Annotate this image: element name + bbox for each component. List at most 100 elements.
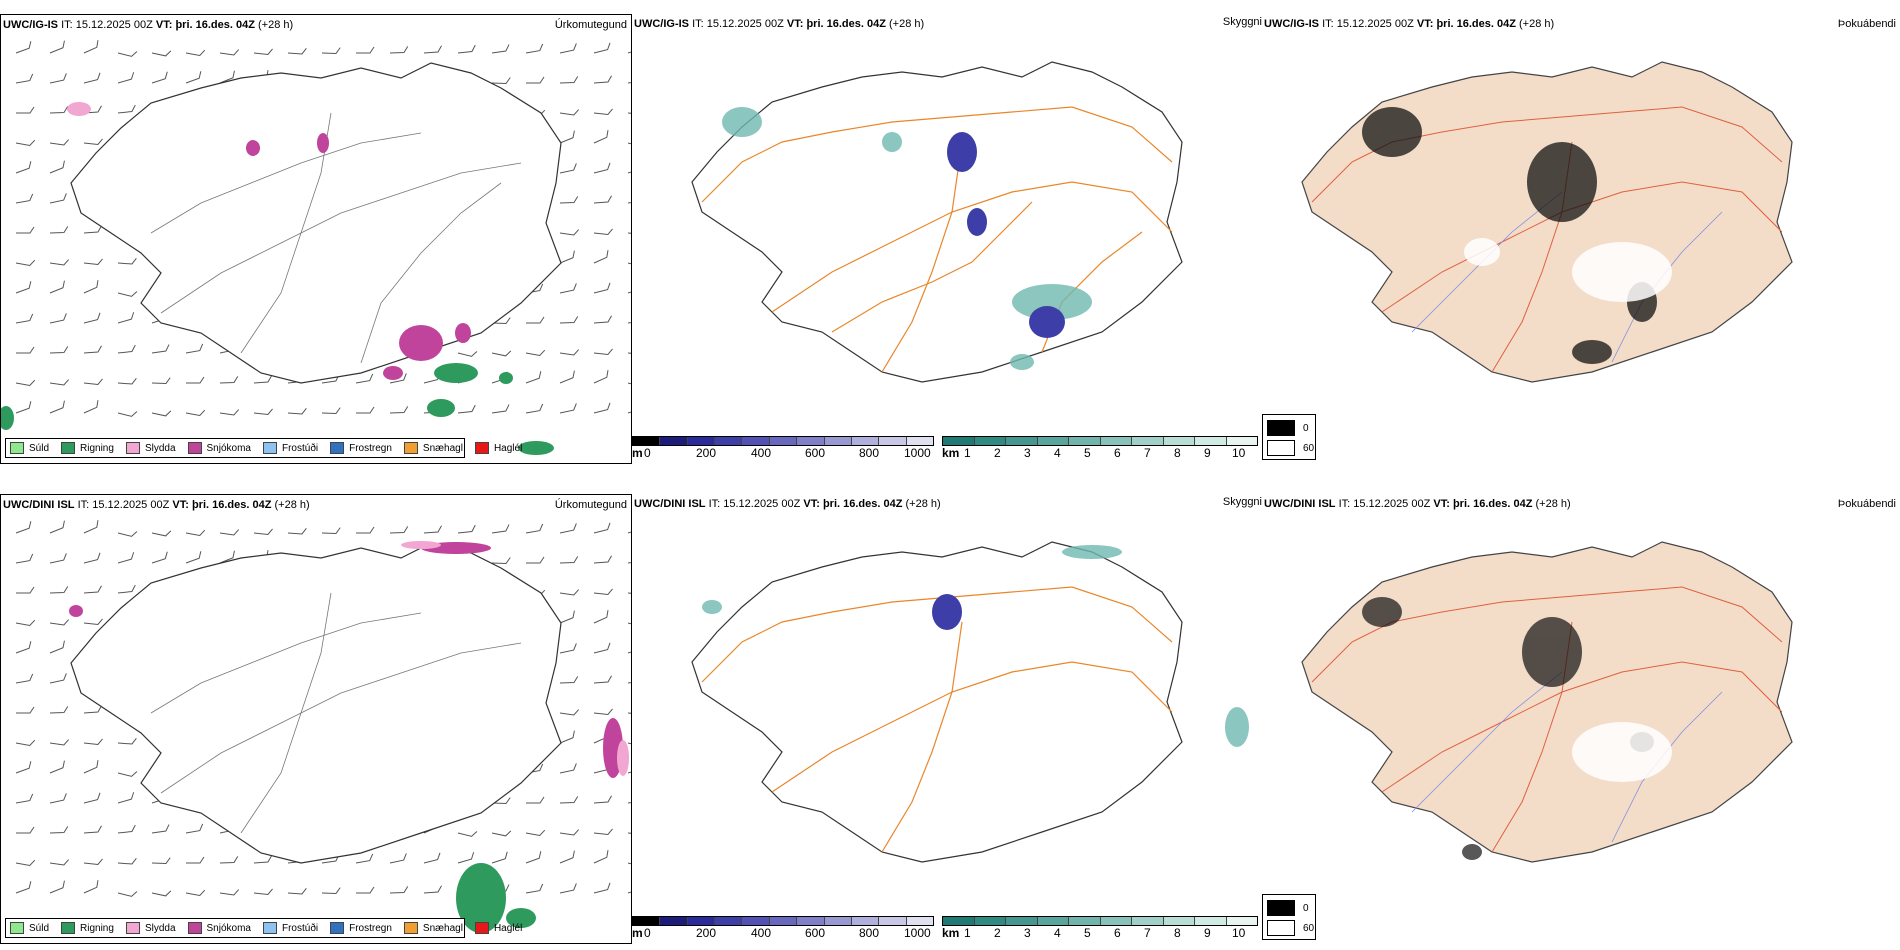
wind-barb xyxy=(49,826,69,834)
wind-barb xyxy=(356,406,375,414)
wind-barb xyxy=(49,706,69,714)
wind-barb xyxy=(16,106,35,114)
wind-barb xyxy=(593,882,611,894)
wind-barb xyxy=(593,108,613,115)
legend-item: Haglél xyxy=(474,922,522,934)
wind-barb xyxy=(117,72,135,84)
wind-barb xyxy=(457,524,476,534)
wind-barb xyxy=(49,73,67,84)
wind-barb xyxy=(559,163,577,174)
wind-barb xyxy=(627,107,631,115)
low-cloud-areas xyxy=(947,132,1065,338)
wind-barb xyxy=(117,792,135,804)
wind-barb xyxy=(117,857,137,865)
wind-barb xyxy=(151,530,172,537)
wind-barb xyxy=(219,856,239,864)
wind-barb xyxy=(627,227,631,235)
wind-barb xyxy=(83,705,102,714)
variable-name: Úrkomutegund xyxy=(554,19,627,31)
visibility-colorbar: km 1 2 3 4 5 6 7 8 9 10 xyxy=(942,436,1258,462)
wind-barb xyxy=(219,49,240,56)
wind-barb xyxy=(83,760,99,774)
low-visibility-areas xyxy=(702,545,1249,747)
wind-barb xyxy=(491,524,510,534)
wind-barb xyxy=(593,795,612,804)
wind-barb xyxy=(15,193,34,204)
sleet-areas xyxy=(401,541,629,776)
rain-areas xyxy=(456,863,536,933)
iceland-outline xyxy=(691,541,1183,863)
tick-label: 600 xyxy=(805,446,826,460)
wind-barb xyxy=(49,400,65,414)
wind-barb xyxy=(389,526,409,534)
wind-barb xyxy=(83,345,102,354)
wind-barb xyxy=(526,76,545,84)
legend-item: Frostregn xyxy=(330,442,392,454)
legend-item: 60 xyxy=(1267,440,1314,456)
wind-barb xyxy=(559,76,579,84)
wind-barb xyxy=(15,401,32,414)
wind-barb xyxy=(15,313,34,324)
model-name: UWC/IG-IS xyxy=(3,19,58,31)
wind-barb xyxy=(627,861,631,867)
wind-barb xyxy=(49,346,69,354)
height-colorbar-swatches xyxy=(632,436,934,446)
wind-barb xyxy=(15,161,32,174)
wind-barb xyxy=(151,551,168,564)
legend-item: Frostúði xyxy=(262,442,318,454)
wind-barb xyxy=(593,370,609,384)
wind-barb xyxy=(627,522,631,534)
clear-areas xyxy=(1464,238,1672,302)
wind-barb xyxy=(49,193,67,204)
wind-barb xyxy=(185,823,204,834)
wind-barb xyxy=(559,709,580,716)
wind-barb xyxy=(49,139,70,146)
wind-barb xyxy=(457,351,478,357)
visibility-colorbar: km 1 2 3 4 5 6 7 8 9 10 xyxy=(942,916,1258,942)
wind-barb xyxy=(593,228,613,235)
wind-barb xyxy=(219,889,240,896)
wind-barb xyxy=(559,730,575,744)
iceland-outline xyxy=(1301,541,1793,863)
wind-barb xyxy=(389,886,409,894)
wind-barb xyxy=(151,857,171,864)
wind-barb xyxy=(593,130,609,144)
wind-barb xyxy=(491,557,511,564)
wind-barb xyxy=(83,585,102,594)
wind-barb xyxy=(15,739,36,746)
wind-barb xyxy=(457,404,476,414)
wind-barb xyxy=(593,402,611,414)
wind-barb xyxy=(525,851,542,864)
wind-barb xyxy=(15,859,36,866)
precip-legend: Súld Rigning Slydda Snjókoma Frostúði Fr… xyxy=(5,918,522,938)
wind-barb xyxy=(627,554,631,564)
wind-barb xyxy=(321,47,341,54)
wind-barb xyxy=(389,46,409,54)
wind-barb xyxy=(185,889,206,896)
wind-barb xyxy=(627,381,631,387)
wind-barb xyxy=(287,887,307,895)
wind-barb xyxy=(49,640,65,654)
visibility-colorbar-swatches xyxy=(942,436,1258,446)
panel-header: UWC/IG-IS IT: 15.12.2025 00Z VT: þri. 16… xyxy=(3,19,293,31)
fog-areas xyxy=(1362,107,1657,364)
wind-barb xyxy=(627,162,631,174)
wind-barb xyxy=(593,642,611,654)
model-name: UWC/DINI ISL xyxy=(3,499,75,511)
wind-barb xyxy=(559,403,577,414)
wind-barb xyxy=(49,793,67,804)
wind-barb xyxy=(559,250,575,264)
wind-barb xyxy=(321,407,341,414)
road-network xyxy=(150,592,522,834)
wind-barb xyxy=(49,739,70,746)
wind-barb xyxy=(593,282,611,294)
legend-swatch-drizzle xyxy=(10,442,24,454)
wind-barb xyxy=(356,526,375,534)
wind-barb xyxy=(559,850,575,864)
wind-barb xyxy=(49,379,70,386)
wind-barb xyxy=(49,226,69,234)
wind-barb xyxy=(83,520,99,534)
legend-item: Slydda xyxy=(125,922,176,934)
precip-type-panel-bottom: UWC/DINI ISL IT: 15.12.2025 00Z VT: þri.… xyxy=(0,494,632,944)
wind-barb xyxy=(525,43,544,54)
